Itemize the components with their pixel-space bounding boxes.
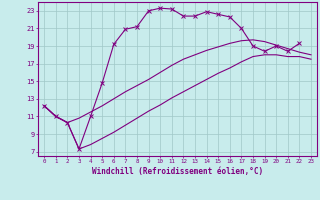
X-axis label: Windchill (Refroidissement éolien,°C): Windchill (Refroidissement éolien,°C) [92, 167, 263, 176]
